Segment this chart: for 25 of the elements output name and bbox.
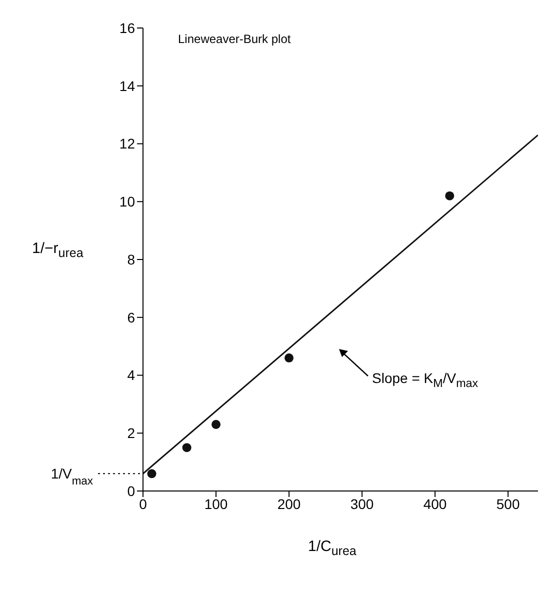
x-tick-label: 300 <box>350 496 374 512</box>
y-tick-label: 2 <box>127 425 136 442</box>
x-tick-label: 500 <box>496 496 520 512</box>
annotation: 1/V$_{max}$ <box>50 466 94 488</box>
annotation: Slope = K$_{M}$/V$_{max}$ <box>372 370 478 390</box>
y-tick-label: 6 <box>127 309 136 326</box>
y-tick-label: 4 <box>127 367 136 384</box>
point <box>212 420 221 429</box>
x-tick-label: 0 <box>139 496 148 512</box>
x-tick-label: 100 <box>204 496 228 512</box>
y-tick-label: 10 <box>119 194 136 210</box>
y-tick-label: 14 <box>119 78 136 94</box>
x-tick-label: 200 <box>277 496 301 512</box>
x-axis-title: 1/C$_{urea}$ <box>308 538 356 558</box>
chart-title: Lineweaver-Burk plot <box>178 32 291 46</box>
y-tick-label: 16 <box>119 20 136 36</box>
y-axis-title: 1/−r$_{urea}$ <box>32 240 84 260</box>
point <box>445 191 454 200</box>
y-tick-label: 8 <box>127 251 136 268</box>
y-tick-label: 0 <box>127 482 136 499</box>
y-tick-label: 12 <box>119 136 136 152</box>
point <box>284 353 294 362</box>
point <box>182 443 192 452</box>
x-tick-label: 400 <box>423 496 447 512</box>
point <box>147 469 156 478</box>
